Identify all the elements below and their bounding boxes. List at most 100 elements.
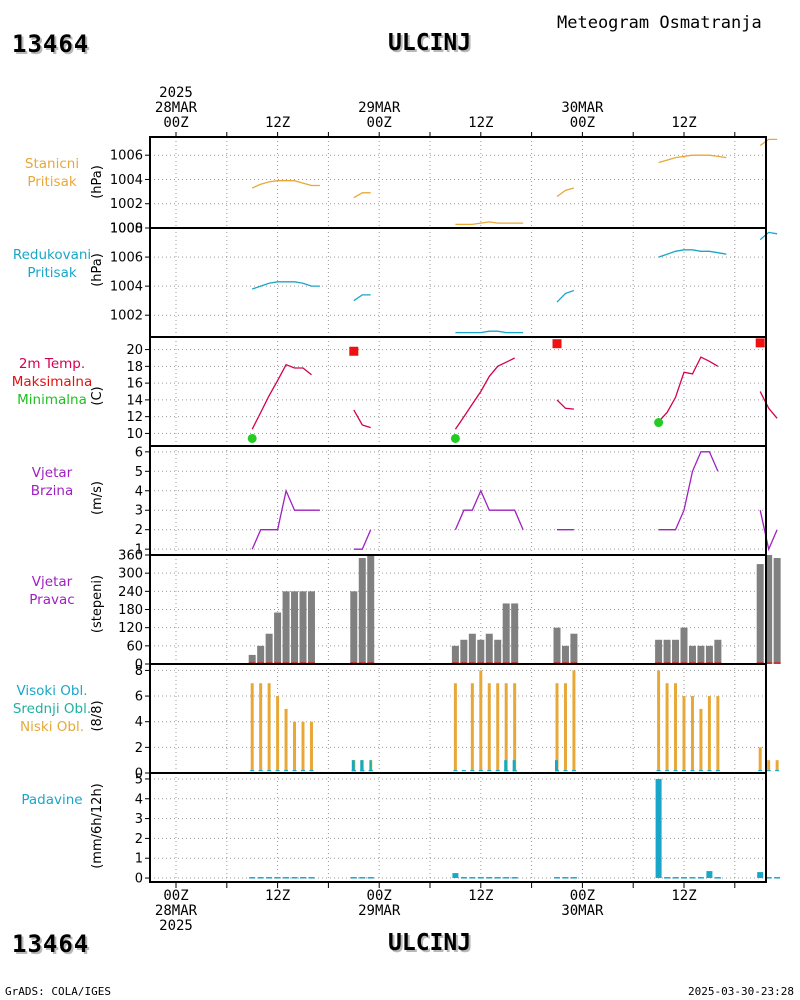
wind-direction-bar	[765, 555, 773, 664]
y-tick-label: 120	[118, 621, 143, 636]
series-line	[353, 192, 371, 199]
panel-label-p5: Vjetar Pravac	[0, 573, 104, 609]
cloud-bar	[479, 670, 483, 771]
wind-direction-bar	[350, 591, 358, 664]
cloud-baseline	[775, 770, 780, 772]
min-temp-marker	[450, 433, 460, 443]
wind-direction-bar	[511, 603, 519, 664]
panel-1: 1000 1002 1004 1006	[110, 136, 778, 237]
y-tick-label: 1004	[110, 173, 143, 188]
cloud-bar	[309, 721, 313, 771]
cloud-bar	[555, 683, 559, 771]
cloud-bar	[555, 760, 557, 771]
panel-label-p2: Redukovani Pritisak	[0, 246, 104, 282]
cloud-bar	[301, 721, 305, 771]
station-name-bottom: ULCINJ	[388, 930, 472, 956]
precip-bar	[562, 877, 569, 879]
y-tick-label: 360	[118, 549, 143, 564]
cloud-bar	[504, 683, 508, 771]
time-label-line: 12Z	[264, 115, 291, 131]
time-label-line: 12Z	[671, 888, 697, 904]
panel-label-p4: Vjetar Brzina	[0, 464, 104, 500]
precip-bar	[486, 877, 493, 879]
cloud-baseline	[284, 770, 289, 772]
wind-direction-bar	[282, 591, 290, 664]
precip-bar	[308, 877, 315, 879]
time-label-top: 29MAR 00Z	[339, 101, 419, 131]
cloud-bar	[369, 760, 372, 771]
time-label-bottom: 12Z	[441, 889, 521, 904]
y-tick-label: 4	[135, 715, 143, 730]
cloud-baseline	[292, 770, 297, 772]
panel-label-line: Maksimalna	[11, 374, 93, 390]
cloud-bar	[699, 708, 703, 771]
precip-bar	[249, 877, 256, 879]
series-line	[251, 363, 312, 430]
precip-bar	[706, 871, 713, 879]
wind-direction-bar	[468, 633, 476, 664]
precip-bar	[503, 877, 510, 879]
cloud-baseline	[301, 770, 305, 772]
time-label-line: 29MAR	[358, 903, 401, 919]
time-label-bottom: 00Z 28MAR 2025	[136, 889, 216, 934]
cloud-bar	[470, 683, 474, 771]
cloud-baseline	[368, 770, 373, 772]
y-tick-label: 18	[126, 360, 143, 375]
wind-direction-bar	[502, 603, 510, 664]
y-tick-label: 1	[135, 852, 143, 867]
precip-bar	[274, 877, 281, 879]
cloud-bar	[716, 696, 720, 771]
station-name-top: ULCINJ	[388, 30, 472, 56]
cloud-baseline	[275, 770, 280, 772]
precip-bar	[477, 877, 484, 879]
series-line	[658, 154, 727, 164]
y-tick-label: 6	[135, 690, 143, 705]
cloud-baseline	[698, 770, 703, 772]
y-tick-label: 6	[135, 445, 143, 460]
series-line	[251, 281, 320, 290]
y-tick-label: 0	[135, 658, 143, 673]
y-tick-label: 1002	[110, 309, 143, 324]
precip-bar	[672, 877, 679, 879]
series-line	[556, 289, 575, 303]
precip-bar	[283, 877, 290, 879]
y-tick-label: 2	[135, 741, 143, 756]
y-tick-label: 1004	[110, 280, 143, 295]
cloud-baseline	[512, 770, 517, 772]
product-title: Meteogram Osmatranja	[557, 13, 762, 33]
time-label-line: 29MAR	[358, 100, 401, 116]
cloud-baseline	[478, 770, 483, 772]
station-id-top: 13464	[12, 30, 90, 58]
wind-direction-bar	[672, 639, 680, 664]
precip-bar	[554, 877, 560, 879]
series-line	[251, 180, 320, 189]
wind-direction-bar	[697, 645, 705, 664]
wind-direction-bar	[291, 591, 299, 664]
cloud-baseline	[571, 770, 576, 772]
cloud-bar	[512, 760, 515, 771]
time-label-line: 30MAR	[561, 903, 604, 919]
y-tick-label: 10	[126, 427, 143, 442]
time-label-line: 00Z	[569, 888, 596, 904]
y-tick-label: 8	[135, 664, 143, 679]
cloud-bar	[682, 696, 686, 771]
time-label-line: 00Z	[366, 888, 392, 904]
timestamp-text: 2025-03-30-23:28	[688, 985, 794, 998]
y-tick-label: 2	[135, 523, 143, 538]
precip-bar	[714, 877, 721, 879]
y-tick-label: 0	[135, 767, 143, 782]
panel-frame	[149, 663, 767, 774]
precip-bar	[681, 877, 687, 879]
y-tick-label: 0	[135, 872, 143, 887]
cloud-bar	[657, 670, 661, 771]
cloud-baseline	[766, 770, 771, 772]
wind-direction-bar	[705, 645, 713, 664]
precip-bar	[300, 877, 306, 879]
panel-label-line: Brzina	[30, 483, 74, 499]
panel-2: 1002 1004 1006 1008	[110, 222, 778, 338]
panel-7: 0 1 2 3 4 5	[135, 772, 781, 887]
time-label-line: 2025	[159, 918, 193, 934]
wind-direction-bar	[477, 639, 485, 664]
cloud-bar	[563, 683, 567, 771]
